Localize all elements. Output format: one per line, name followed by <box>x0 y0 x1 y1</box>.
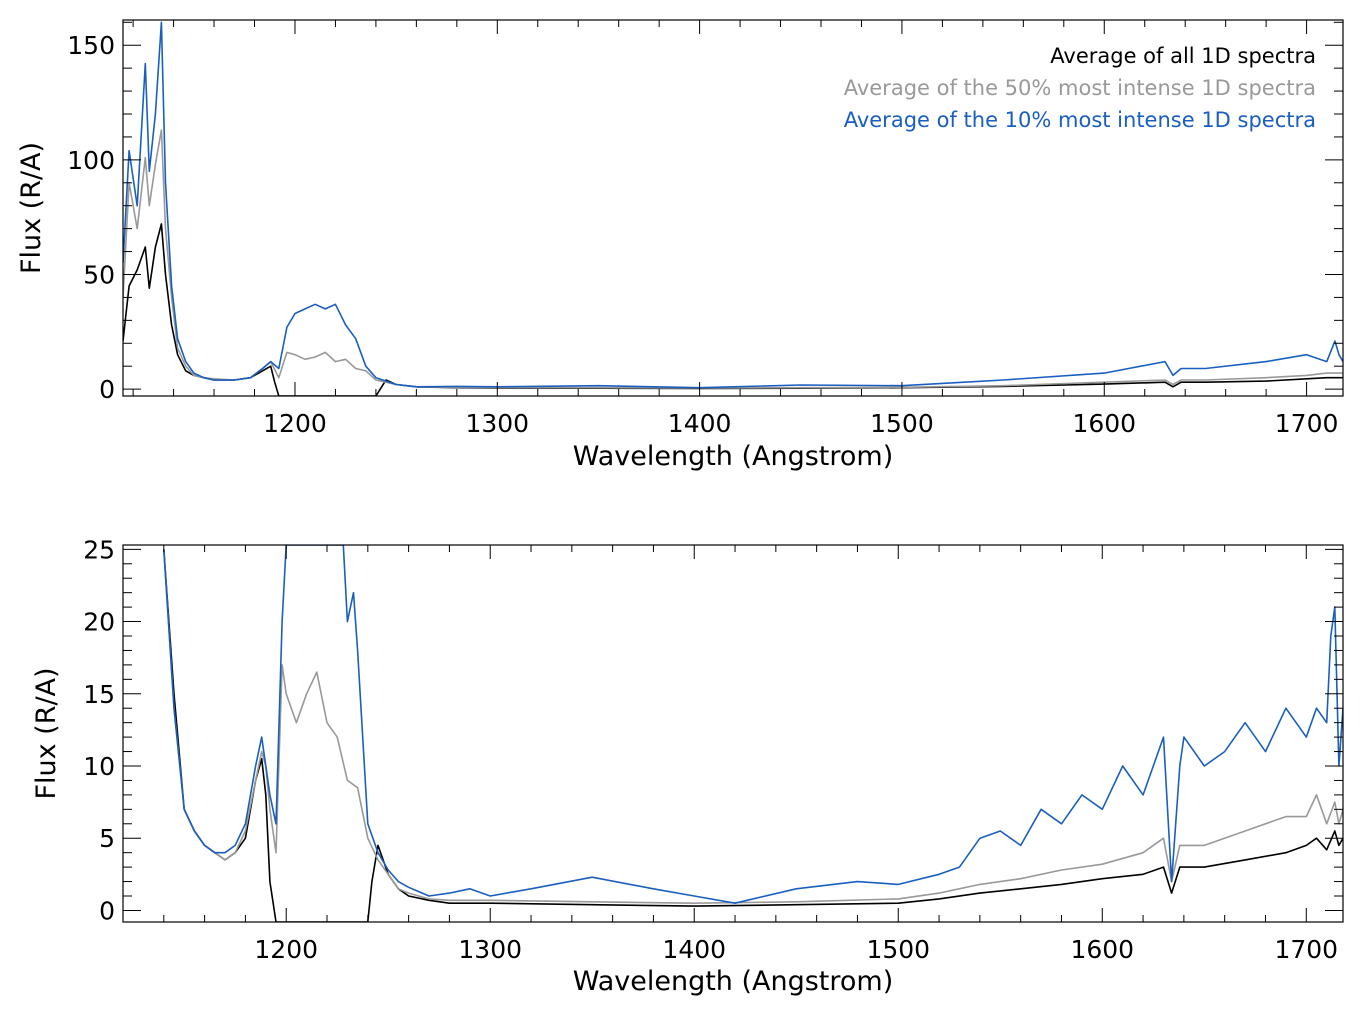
x-tick-label: 1200 <box>263 409 327 438</box>
y-tick-label: 10 <box>83 752 115 781</box>
series-group <box>163 545 1343 922</box>
x-tick-label: 1700 <box>1274 935 1338 964</box>
y-axis-label: Flux (R/A) <box>16 142 47 274</box>
y-tick-label: 25 <box>83 535 115 564</box>
y-tick-label: 0 <box>99 375 115 404</box>
x-tick-label: 1500 <box>870 409 934 438</box>
legend-entry-2: Average of the 50% most intense 1D spect… <box>844 76 1316 100</box>
chart-panel-1: 1200 1300 1400 1500 1600 1700 0 50 100 150 Wavelen… <box>16 19 1344 472</box>
y-tick-label: 150 <box>67 31 115 60</box>
x-tick-label: 1300 <box>458 935 522 964</box>
y-tick-label: 15 <box>83 680 115 709</box>
y-axis-label: Flux (R/A) <box>31 667 62 799</box>
x-axis-label: Wavelength (Angstrom) <box>573 966 894 997</box>
series-line-1 <box>163 549 1343 922</box>
series-line-3 <box>163 545 1343 905</box>
series-line-2 <box>163 549 1343 905</box>
x-tick-label: 1600 <box>1070 935 1134 964</box>
legend-entry-3: Average of the 10% most intense 1D spect… <box>844 108 1316 132</box>
series-line-2 <box>123 129 1343 389</box>
series-group <box>123 21 1343 396</box>
x-tick-label: 1400 <box>668 409 732 438</box>
x-tick-label: 1700 <box>1275 409 1339 438</box>
y-tick-label: 0 <box>99 896 115 925</box>
series-line-1 <box>123 223 1343 396</box>
x-tick-label: 1600 <box>1072 409 1136 438</box>
legend-entry-1: Average of all 1D spectra <box>1050 44 1316 68</box>
legend: Average of all 1D spectra Average of the … <box>844 44 1316 132</box>
y-tick-label: 20 <box>83 608 115 637</box>
y-tick-label: 5 <box>99 824 115 853</box>
plot-frame <box>122 19 1344 397</box>
series-line-3 <box>123 21 1343 389</box>
x-axis-label: Wavelength (Angstrom) <box>573 441 894 472</box>
x-tick-label: 1200 <box>254 935 318 964</box>
plot-frame <box>122 544 1344 923</box>
y-tick-label: 100 <box>67 146 115 175</box>
x-tick-label: 1300 <box>465 409 529 438</box>
x-tick-label: 1500 <box>866 935 930 964</box>
x-tick-label: 1400 <box>662 935 726 964</box>
chart-panel-2: 1200 1300 1400 1500 1600 1700 0 5 10 15 20 25 Wavele… <box>31 535 1344 997</box>
y-tick-label: 50 <box>83 260 115 289</box>
